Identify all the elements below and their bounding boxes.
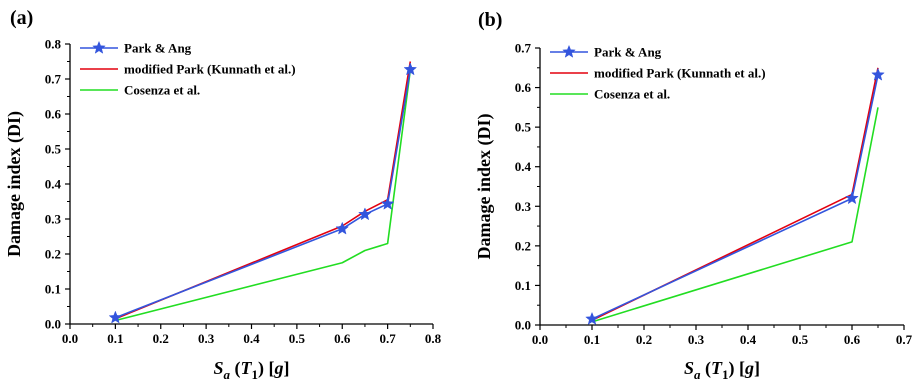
legend-entry: Cosenza et al.	[594, 87, 670, 102]
x-title-symbol: S	[684, 358, 694, 378]
y-tick-label: 0.8	[45, 37, 62, 52]
data-point-star	[403, 62, 418, 76]
legend-entry: Park & Ang	[124, 41, 192, 56]
y-tick-label: 0.6	[515, 80, 532, 95]
y-tick-label: 0.4	[515, 159, 532, 174]
x-tick-label: 0.2	[153, 331, 169, 346]
x-title-subscript: a	[694, 367, 701, 382]
x-title-text: ]	[754, 358, 760, 378]
legend-entry: Cosenza et al.	[124, 83, 200, 98]
series-line-1	[115, 61, 412, 320]
data-point-star	[380, 196, 395, 210]
y-tick-label: 0.7	[45, 72, 62, 87]
x-axis-title: Sa (T1) [g]	[213, 358, 289, 382]
x-tick-label: 0.7	[380, 331, 397, 346]
x-title-symbol: T	[711, 358, 723, 378]
legend-star	[562, 44, 576, 58]
y-tick-label: 0.2	[45, 247, 61, 262]
x-title-text: ) [	[729, 358, 746, 379]
y-tick-label: 0.2	[515, 238, 531, 253]
data-point-star	[108, 310, 123, 324]
data-point-star	[845, 191, 859, 205]
x-tick-label: 0.5	[289, 331, 306, 346]
panel-label: (a)	[10, 7, 33, 29]
x-tick-label: 0.0	[532, 332, 548, 347]
data-point-star	[358, 207, 372, 221]
x-title-symbol: g	[744, 358, 754, 378]
data-point-star	[871, 67, 885, 81]
series-line-1	[591, 67, 879, 321]
x-title-symbol: g	[274, 358, 284, 378]
y-tick-label: 0.5	[515, 120, 532, 135]
y-tick-label: 0.5	[45, 142, 62, 157]
y-tick-label: 0.1	[515, 278, 531, 293]
y-axis-title: Damage index (DI)	[4, 111, 25, 257]
x-tick-label: 0.6	[334, 331, 351, 346]
chart-panel-2: (b) 0.0 0.1 0.2 0.3 0.4 0.5 0.6 0.7 0.0 0.1 0.2 0.3 0…	[474, 9, 913, 382]
x-axis-title: Sa (T1) [g]	[684, 358, 760, 382]
x-title-text: ]	[284, 358, 290, 378]
y-tick-label: 0.3	[515, 199, 532, 214]
x-tick-label: 0.4	[740, 332, 757, 347]
series-line-0	[115, 69, 412, 319]
chart-panel-1: (a) 0.0 0.1 0.2 0.3 0.4 0.5 0.6 0.7 0.8 0.0 0.1 0.2 0…	[4, 7, 442, 382]
x-tick-label: 0.3	[688, 332, 705, 347]
x-tick-label: 0.8	[425, 331, 442, 346]
panel-label: (b)	[478, 9, 502, 31]
y-tick-label: 0.1	[45, 282, 61, 297]
data-point-star	[585, 311, 599, 325]
x-tick-label: 0.2	[636, 332, 652, 347]
legend-entry: modified Park (Kunnath et al.)	[124, 62, 296, 77]
series-line-2	[591, 107, 879, 323]
x-title-subscript: 1	[252, 367, 259, 382]
x-tick-label: 0.6	[844, 332, 861, 347]
x-tick-label: 0.7	[896, 332, 913, 347]
x-tick-label: 0.1	[107, 331, 123, 346]
x-title-text: (	[230, 358, 241, 379]
series-line-0	[591, 74, 879, 320]
y-tick-label: 0.6	[45, 107, 62, 122]
x-tick-label: 0.4	[243, 331, 260, 346]
legend-entry: Park & Ang	[594, 45, 662, 60]
data-point-star	[335, 221, 350, 235]
y-tick-label: 0.4	[45, 177, 62, 192]
y-tick-label: 0.0	[45, 317, 61, 332]
y-tick-label: 0.0	[515, 318, 531, 333]
x-title-symbol: S	[213, 358, 223, 378]
y-tick-label: 0.3	[45, 212, 62, 227]
x-tick-label: 0.3	[198, 331, 215, 346]
x-title-symbol: T	[241, 358, 253, 378]
legend-star	[92, 40, 106, 54]
series-line-2	[115, 70, 412, 322]
x-title-text: (	[701, 358, 712, 379]
y-axis-title: Damage index (DI)	[474, 114, 495, 260]
x-title-subscript: a	[224, 367, 231, 382]
x-tick-label: 0.0	[62, 331, 78, 346]
x-tick-label: 0.5	[792, 332, 809, 347]
x-title-subscript: 1	[722, 367, 729, 382]
x-tick-label: 0.1	[584, 332, 600, 347]
y-tick-label: 0.7	[515, 41, 532, 56]
legend-entry: modified Park (Kunnath et al.)	[594, 66, 766, 81]
x-title-text: ) [	[258, 358, 275, 379]
